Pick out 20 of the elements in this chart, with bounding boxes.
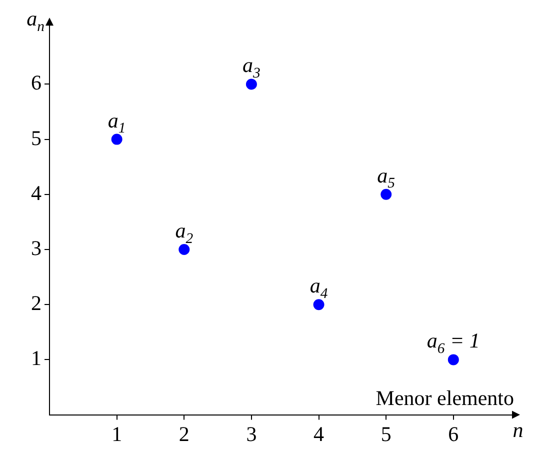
y-tick-label: 5 [31,126,42,150]
x-tick-label: 6 [448,422,459,446]
x-tick-label: 3 [246,422,257,446]
y-tick-label: 4 [31,180,42,205]
point [313,299,324,310]
y-tick-label: 2 [31,291,42,316]
point [178,244,190,256]
y-tick-label: 3 [31,236,42,260]
x-tick-label: 5 [380,422,392,446]
point [448,354,459,366]
y-tick-label: 6 [31,70,42,95]
x-tick-label: 1 [112,422,122,446]
point [246,78,257,90]
x-tick-label: 2 [178,422,190,446]
y-tick-label: 1 [31,346,42,370]
point [111,134,122,145]
x-tick-label: 4 [314,422,325,446]
annotation: Menor elemento [376,386,514,410]
x-axis-title: n [512,418,524,442]
point [380,188,392,200]
